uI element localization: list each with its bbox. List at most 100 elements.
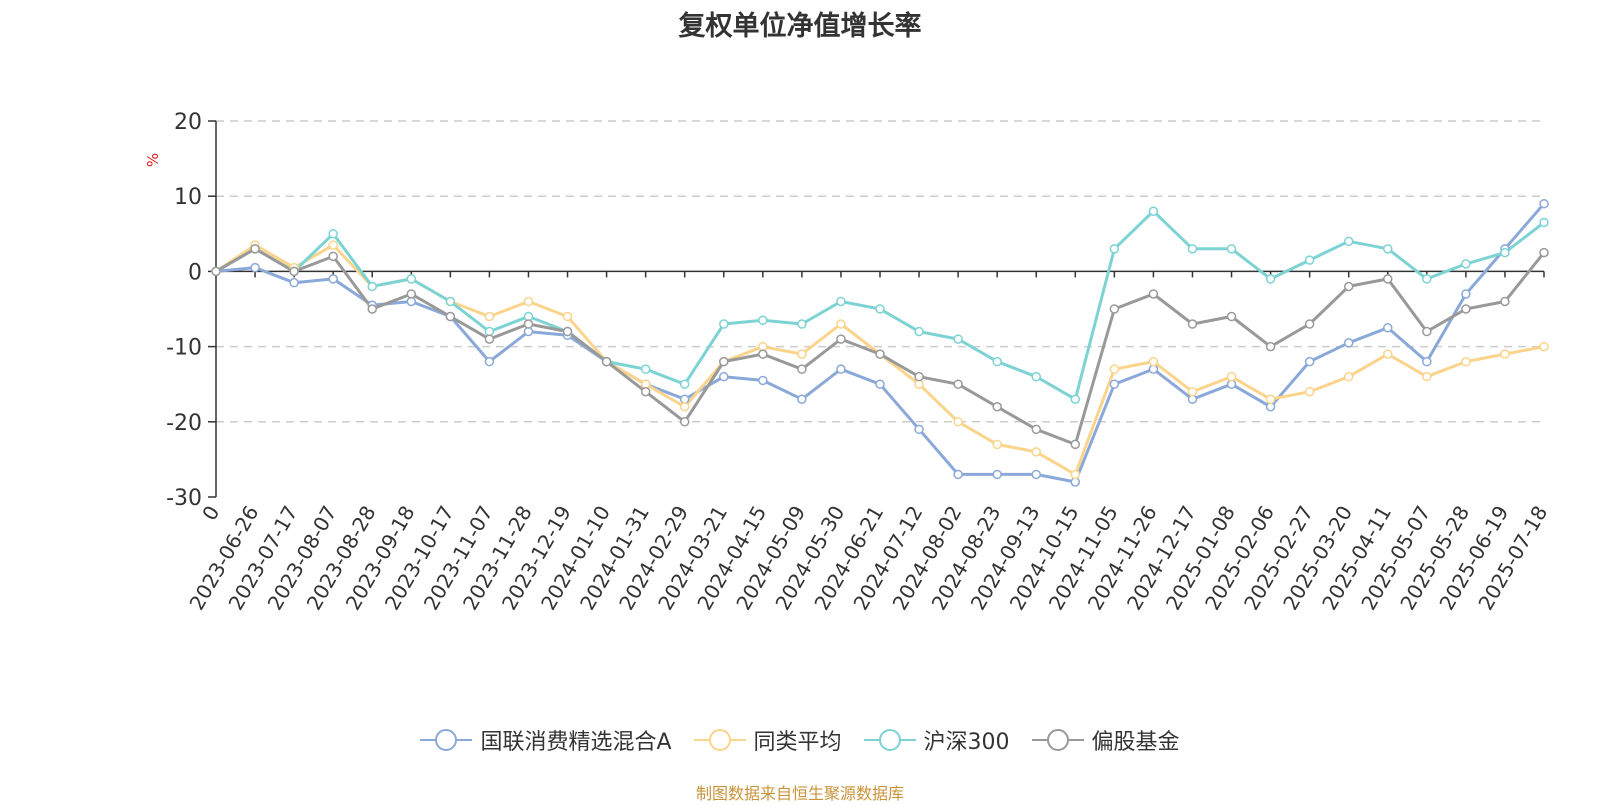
- data-point: [367, 281, 377, 292]
- data-point: [719, 319, 729, 329]
- data-point: [1109, 379, 1120, 389]
- data-point: [1461, 289, 1471, 299]
- data-point: [250, 262, 260, 273]
- data-point: [836, 319, 846, 329]
- data-point: [1187, 319, 1198, 329]
- data-point: [1500, 247, 1510, 258]
- data-point: [992, 402, 1002, 412]
- data-point: [640, 364, 651, 374]
- data-point: [914, 371, 924, 382]
- data-point: [679, 417, 690, 427]
- data-point: [992, 439, 1002, 450]
- y-axis: 20 10 0 -10 -20 -30: [166, 110, 217, 511]
- data-point: [1187, 244, 1198, 254]
- data-point: [1265, 341, 1276, 352]
- data-point: [1187, 386, 1198, 397]
- data-point: [484, 311, 495, 322]
- data-point: [250, 244, 260, 254]
- data-point: [1109, 304, 1120, 314]
- data-point: [484, 334, 495, 344]
- y-tick-label: 10: [174, 185, 202, 210]
- y-tick-label: -30: [166, 486, 202, 511]
- data-point: [1031, 469, 1041, 480]
- y-axis-unit-label: %: [144, 153, 162, 167]
- y-tick-label: -10: [166, 336, 202, 361]
- data-point: [1383, 274, 1393, 284]
- data-point: [523, 319, 534, 329]
- x-tick-label: 0: [197, 502, 224, 525]
- data-point: [1031, 371, 1041, 382]
- data-point: [1070, 394, 1081, 404]
- data-point: [992, 356, 1002, 367]
- legend-label: 国联消费精选混合A: [480, 730, 672, 755]
- data-source-note: 制图数据来自恒生聚源数据库: [695, 784, 904, 803]
- y-tick-label: 20: [174, 110, 202, 135]
- data-point: [953, 417, 963, 427]
- data-point: [328, 229, 338, 239]
- legend-marker-icon: [693, 729, 746, 751]
- data-point: [953, 334, 963, 344]
- data-point: [836, 364, 846, 374]
- data-point: [289, 277, 299, 288]
- data-point: [328, 251, 338, 262]
- data-point: [836, 334, 846, 344]
- data-point: [914, 424, 924, 435]
- data-point: [1148, 356, 1159, 367]
- chart-title: 复权单位净值增长率: [678, 11, 922, 42]
- legend-item-csi300[interactable]: 沪深300: [863, 724, 1010, 756]
- legend-item-fund[interactable]: 国联消费精选混合A: [420, 724, 672, 756]
- data-point: [953, 379, 963, 389]
- legend-item-peer-average[interactable]: 同类平均: [693, 724, 842, 756]
- data-point: [523, 296, 534, 307]
- data-point: [406, 274, 417, 284]
- data-point: [1461, 304, 1471, 314]
- data-point: [1148, 206, 1159, 216]
- data-point: [601, 356, 612, 367]
- data-point: [797, 394, 807, 404]
- data-point: [1422, 274, 1432, 284]
- legend-item-equity-funds[interactable]: 偏股基金: [1031, 724, 1180, 756]
- legend-label: 同类平均: [753, 730, 842, 755]
- y-tick-label: 0: [188, 260, 202, 285]
- grid-lines: [216, 120, 1544, 423]
- data-point: [1343, 236, 1354, 247]
- data-point: [679, 379, 690, 389]
- data-point: [1539, 217, 1549, 228]
- data-point: [1461, 356, 1471, 367]
- legend-label: 偏股基金: [1091, 730, 1180, 755]
- data-point: [1148, 289, 1159, 299]
- data-point: [1500, 349, 1510, 359]
- data-point: [1539, 341, 1549, 352]
- data-point: [1500, 296, 1510, 307]
- data-point: [289, 266, 299, 277]
- data-point: [797, 364, 807, 374]
- data-point: [797, 319, 807, 329]
- data-point: [1226, 244, 1237, 254]
- legend-marker-icon: [420, 729, 473, 751]
- data-point: [1343, 371, 1354, 382]
- data-point: [719, 371, 729, 382]
- data-point: [1265, 394, 1276, 404]
- data-point: [1422, 326, 1432, 337]
- data-point: [1422, 356, 1432, 367]
- data-point: [953, 469, 963, 480]
- legend-label: 沪深300: [923, 730, 1010, 755]
- series-markers: [211, 198, 1549, 487]
- data-point: [1265, 274, 1276, 284]
- data-point: [758, 349, 768, 359]
- data-point: [875, 349, 885, 359]
- data-point: [445, 311, 456, 322]
- data-point: [406, 289, 417, 299]
- data-point: [562, 326, 573, 337]
- data-point: [211, 266, 221, 277]
- data-point: [1343, 338, 1354, 348]
- data-point: [1383, 349, 1393, 359]
- data-point: [1070, 469, 1081, 480]
- data-point: [328, 274, 338, 284]
- data-point: [679, 402, 690, 412]
- legend: 国联消费精选混合A 同类平均 沪深300 偏股基金: [0, 724, 1600, 756]
- data-point: [719, 356, 729, 367]
- data-point: [484, 356, 495, 367]
- data-point: [1304, 255, 1315, 265]
